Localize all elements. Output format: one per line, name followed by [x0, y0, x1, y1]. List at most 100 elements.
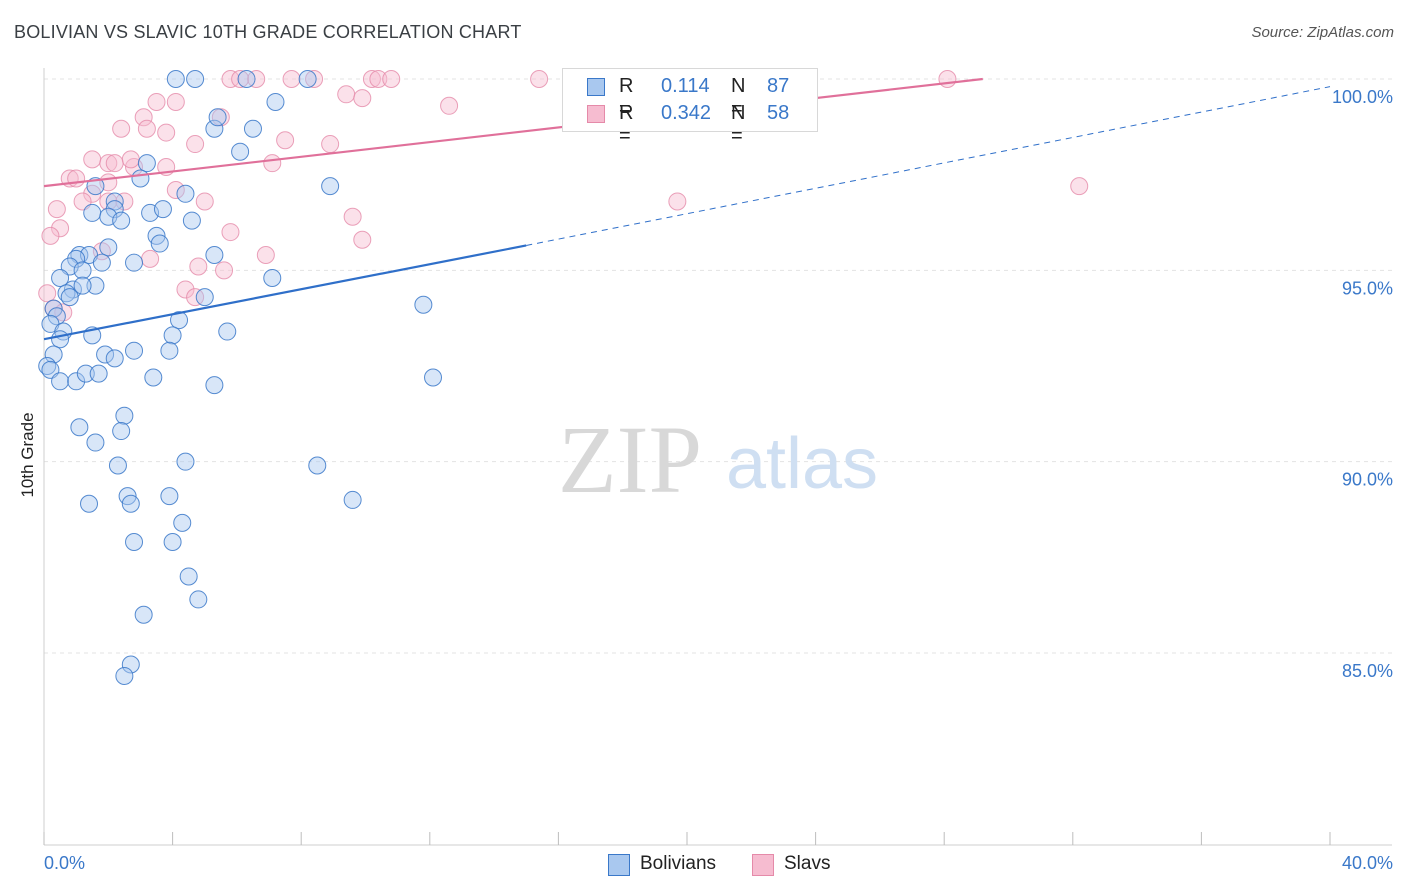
bolivians-point — [131, 169, 150, 188]
bolivians-point — [237, 70, 256, 88]
slavs-point — [221, 70, 240, 88]
bolivians-point — [160, 487, 179, 506]
tick-labels: 85.0% 90.0% 95.0% 100.0% 0.0% 40.0% — [44, 87, 1393, 873]
bolivians-point — [321, 177, 340, 196]
bolivians-point — [89, 364, 108, 383]
bolivians-point — [105, 192, 124, 211]
bolivians-point — [105, 200, 124, 219]
bolivians-point — [186, 70, 205, 88]
slavs-point — [215, 261, 234, 280]
axes — [43, 68, 1392, 846]
bolivians-point — [163, 533, 182, 552]
slavs-point — [186, 288, 205, 307]
bolivians-point — [343, 490, 362, 509]
slavs-point — [137, 119, 156, 138]
bolivians-point — [125, 341, 144, 360]
bolivians-point — [153, 200, 172, 219]
bolivians-point — [86, 276, 105, 295]
bolivians-point — [176, 452, 195, 471]
slavs-point — [247, 70, 266, 88]
slavs-point — [530, 70, 549, 88]
legend-r-value: 0.342 — [661, 102, 712, 124]
bolivians-point — [60, 288, 79, 307]
y-tick-label: 100.0% — [1332, 87, 1393, 107]
stats-legend: R = 0.114 N = 87 R = 0.342 N = 58 — [562, 68, 818, 147]
slavs-point — [134, 108, 153, 127]
slavs-point — [321, 135, 340, 154]
y-tick-label: 95.0% — [1342, 278, 1393, 298]
slavs-point — [115, 192, 134, 211]
bolivians-point — [67, 249, 86, 268]
slavs-point — [147, 92, 166, 111]
bolivians-points — [38, 70, 443, 685]
slavs-point — [221, 223, 240, 242]
bolivians-point — [166, 70, 185, 88]
x-tick-label: 0.0% — [44, 853, 85, 873]
bolivians-point — [218, 322, 237, 341]
slavs-point — [263, 154, 282, 173]
bolivians-point — [266, 92, 285, 111]
bolivians-point — [112, 211, 131, 230]
bolivians-point — [80, 494, 99, 513]
slavs-point — [362, 70, 381, 88]
legend-r-value: 0.114 — [661, 75, 710, 97]
bolivians-point — [144, 368, 163, 387]
slavs-point — [282, 70, 301, 88]
slavs-point — [121, 150, 140, 169]
legend-n-label: N = — [731, 102, 746, 147]
bolivians-point — [86, 177, 105, 196]
slavs-point — [157, 123, 176, 142]
source-label: Source: ZipAtlas.com — [1251, 24, 1394, 41]
bolivians-point — [205, 119, 224, 138]
bolivians-point — [99, 238, 118, 257]
x-tick-label: 40.0% — [1342, 853, 1393, 873]
bolivians-point — [176, 184, 195, 203]
bolivians-legend-label: Bolivians — [640, 853, 717, 874]
slavs-point — [343, 207, 362, 226]
legend-n-value: 87 — [767, 75, 790, 97]
bolivians-point — [47, 307, 66, 326]
bolivians-point — [73, 276, 92, 295]
slavs-point — [99, 192, 118, 211]
bolivians-legend-swatch — [608, 854, 630, 876]
bolivians-point — [96, 345, 115, 364]
bolivians-point — [179, 567, 198, 586]
slavs-point — [440, 96, 459, 115]
slavs-point — [189, 257, 208, 276]
slavs-point — [73, 192, 92, 211]
slavs-point — [166, 180, 185, 199]
slavs-point — [41, 226, 60, 245]
slavs-point — [353, 89, 372, 108]
bolivians-point — [44, 345, 63, 364]
slavs-point — [105, 154, 124, 173]
slavs-point — [83, 150, 102, 169]
slavs-trend-line — [43, 77, 983, 188]
bolivians-point — [134, 605, 153, 624]
bolivians-point — [51, 268, 70, 287]
legend-r-label: R = — [619, 75, 634, 120]
slavs-legend-label: Slavs — [784, 853, 831, 874]
bolivians-point — [105, 349, 124, 368]
bolivians-point — [121, 494, 140, 513]
chart-title: BOLIVIAN VS SLAVIC 10TH GRADE CORRELATIO… — [14, 22, 522, 42]
slavs-point — [176, 280, 195, 299]
slavs-point — [166, 92, 185, 111]
bolivians-point — [205, 376, 224, 395]
y-tick-label: 85.0% — [1342, 661, 1393, 681]
slavs-point — [938, 70, 957, 88]
bolivians-point — [208, 108, 227, 127]
bolivians-swatch — [587, 78, 605, 96]
slavs-point — [141, 249, 160, 268]
bolivians-point — [108, 456, 127, 475]
slavs-swatch — [587, 105, 605, 123]
legend-n-value: 58 — [767, 102, 790, 124]
slavs-point — [276, 131, 295, 150]
bolivians-point — [121, 655, 140, 674]
bolivians-point — [92, 253, 111, 272]
bolivians-point — [83, 203, 102, 222]
watermark-atlas: atlas — [726, 424, 878, 504]
slavs-point — [305, 70, 324, 88]
bolivians-point — [41, 360, 60, 379]
bolivians-point — [424, 368, 443, 387]
bolivians-point — [51, 330, 70, 349]
